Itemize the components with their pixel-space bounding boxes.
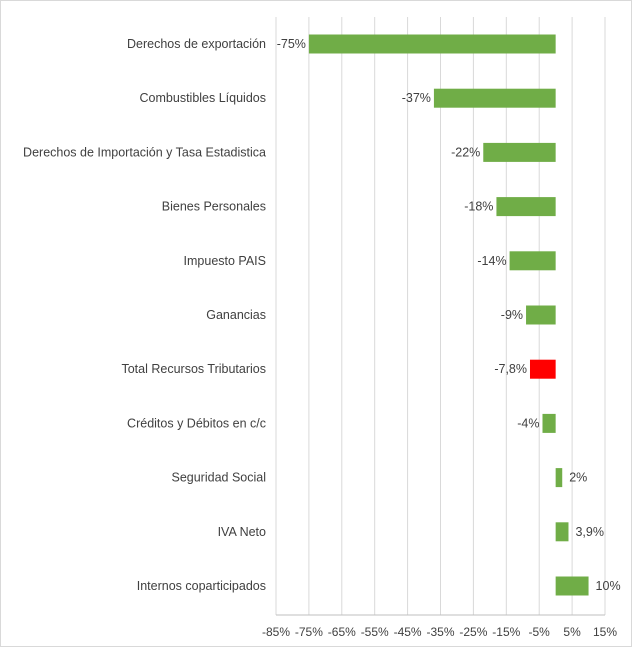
bar: [555, 576, 589, 596]
x-tick-label: -85%: [262, 625, 290, 639]
category-label: Combustibles Líquidos: [140, 91, 266, 105]
value-label: 3,9%: [575, 525, 604, 539]
category-label: Ganancias: [206, 308, 266, 322]
value-label: -37%: [402, 91, 431, 105]
x-tick-label: -25%: [459, 625, 487, 639]
category-label: Seguridad Social: [171, 471, 266, 485]
x-tick-label: 15%: [593, 625, 617, 639]
x-tick-label: -55%: [361, 625, 389, 639]
category-label: Créditos y Débitos en c/c: [127, 416, 266, 430]
category-label: Internos coparticipados: [137, 579, 266, 593]
bar: [555, 522, 569, 542]
x-tick-label: 5%: [563, 625, 581, 639]
value-label: -4%: [517, 416, 539, 430]
value-label: -14%: [477, 254, 506, 268]
category-label: Derechos de Importación y Tasa Estadisti…: [23, 145, 266, 159]
bar: [555, 468, 563, 488]
x-tick-label: -5%: [529, 625, 551, 639]
x-tick-label: -75%: [295, 625, 323, 639]
value-label: -18%: [464, 200, 493, 214]
bar: [526, 305, 556, 325]
category-label: IVA Neto: [218, 525, 266, 539]
value-label: 2%: [569, 471, 587, 485]
bar: [542, 413, 556, 433]
value-label: -7,8%: [494, 362, 527, 376]
x-tick-label: -65%: [328, 625, 356, 639]
value-label: -75%: [277, 37, 306, 51]
value-label: -22%: [451, 145, 480, 159]
category-label: Total Recursos Tributarios: [121, 362, 266, 376]
category-label: Impuesto PAIS: [184, 254, 266, 268]
category-label: Bienes Personales: [162, 200, 266, 214]
value-label: 10%: [596, 579, 621, 593]
bar: [483, 142, 556, 162]
category-label: Derechos de exportación: [127, 37, 266, 51]
value-label: -9%: [501, 308, 523, 322]
bar: [529, 359, 556, 379]
bar: [433, 88, 556, 108]
bar: [496, 197, 556, 217]
x-tick-label: -15%: [492, 625, 520, 639]
x-tick-label: -35%: [426, 625, 454, 639]
x-tick-label: -45%: [394, 625, 422, 639]
bar: [509, 251, 556, 271]
bar: [308, 34, 556, 54]
